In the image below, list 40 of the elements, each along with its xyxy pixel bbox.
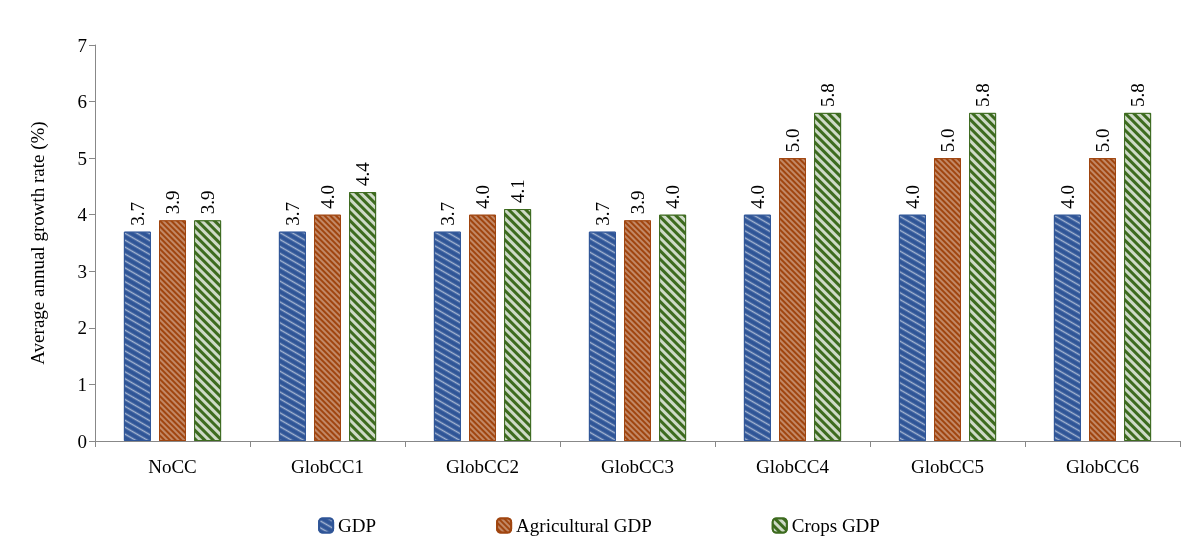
data-label: 3.7 xyxy=(281,201,303,226)
data-label: 3.7 xyxy=(126,201,148,226)
legend-label: Agricultural GDP xyxy=(516,515,652,536)
x-tick-label: NoCC xyxy=(148,456,197,477)
data-label: 5.8 xyxy=(817,83,839,107)
y-tick-label: 0 xyxy=(77,430,87,452)
legend-label: GDP xyxy=(338,515,377,536)
data-label: 3.9 xyxy=(627,190,648,215)
data-label: 3.7 xyxy=(591,201,613,226)
data-label: 5.0 xyxy=(782,128,803,153)
legend-label: Crops GDP xyxy=(791,515,880,536)
x-tick-label: GlobCC3 xyxy=(601,456,674,477)
data-label: 4.4 xyxy=(352,161,374,187)
x-tick-label: GlobCC2 xyxy=(446,456,519,477)
data-label: 4.0 xyxy=(317,184,338,209)
data-label: 3.7 xyxy=(436,201,458,226)
y-axis-title: Average annual growth rate (%) xyxy=(27,121,49,365)
x-tick-label: GlobCC4 xyxy=(756,456,830,477)
y-tick-label: 3 xyxy=(77,260,87,282)
data-label: 4.1 xyxy=(507,179,529,204)
data-label: 5.0 xyxy=(1092,128,1113,153)
x-tick-label: GlobCC6 xyxy=(1066,456,1139,477)
y-tick-label: 6 xyxy=(77,91,87,113)
x-tick-label: GlobCC5 xyxy=(911,456,984,477)
data-label: 4.0 xyxy=(1056,184,1078,209)
data-label: 5.0 xyxy=(937,128,958,153)
y-tick-label: 2 xyxy=(77,317,87,339)
data-label: 4.0 xyxy=(901,184,923,209)
x-tick-label: GlobCC1 xyxy=(291,456,364,477)
data-label: 3.9 xyxy=(197,190,219,215)
y-tick-label: 4 xyxy=(77,204,88,226)
data-label: 5.8 xyxy=(1127,83,1149,107)
data-label: 4.0 xyxy=(662,184,684,209)
data-label: 3.9 xyxy=(162,190,183,215)
y-tick-label: 7 xyxy=(77,34,87,56)
y-tick-label: 1 xyxy=(77,373,87,395)
data-label: 4.0 xyxy=(472,184,493,209)
y-tick-label: 5 xyxy=(77,147,87,169)
data-label: 5.8 xyxy=(972,83,994,107)
data-label: 4.0 xyxy=(746,184,768,209)
